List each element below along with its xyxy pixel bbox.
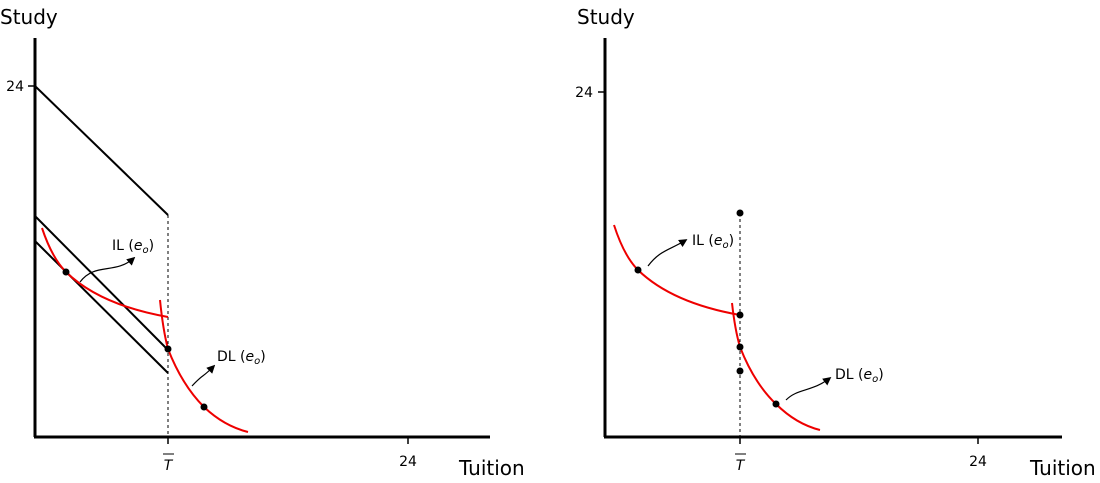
x-axis-label: Tuition <box>458 456 525 479</box>
point <box>62 268 70 276</box>
threshold-label: T <box>164 458 174 474</box>
curve-label: DL (eo) <box>217 349 266 367</box>
dl-curve <box>731 302 821 431</box>
point <box>634 266 642 274</box>
point <box>736 209 744 217</box>
arrow <box>647 239 688 267</box>
y-axis-label: Study <box>0 5 58 29</box>
point <box>772 400 780 408</box>
dl-curve <box>159 299 249 433</box>
y-axis-label: Study <box>577 5 635 29</box>
left-panel: Study Tuition 24 24 T IL (eo) DL (eo) <box>0 5 525 480</box>
point <box>736 311 744 319</box>
x-axis-label: Tuition <box>1029 456 1096 479</box>
arrow <box>191 364 216 387</box>
x-tick-label: 24 <box>969 454 987 470</box>
budget-line <box>34 85 169 216</box>
budget-line <box>34 215 169 351</box>
point <box>736 367 744 375</box>
point <box>200 403 208 411</box>
curve-label: DL (eo) <box>835 367 884 385</box>
curve-label: IL (eo) <box>692 233 734 251</box>
point <box>164 345 172 353</box>
arrow <box>79 256 136 283</box>
arrow <box>785 376 832 401</box>
curve-label: IL (eo) <box>112 238 154 256</box>
y-tick-label: 24 <box>6 79 24 95</box>
x-tick-label: 24 <box>399 454 417 470</box>
il-curve <box>613 224 741 316</box>
point <box>736 343 744 351</box>
threshold-label: T <box>736 458 746 474</box>
budget-line <box>34 240 169 374</box>
y-tick-label: 24 <box>575 85 593 101</box>
right-panel: Study Tuition 24 24 T IL (eo) DL (eo) <box>575 5 1096 480</box>
il-curve <box>41 227 169 318</box>
